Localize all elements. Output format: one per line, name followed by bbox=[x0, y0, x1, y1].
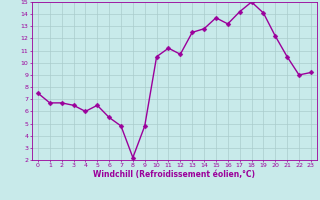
X-axis label: Windchill (Refroidissement éolien,°C): Windchill (Refroidissement éolien,°C) bbox=[93, 170, 255, 179]
